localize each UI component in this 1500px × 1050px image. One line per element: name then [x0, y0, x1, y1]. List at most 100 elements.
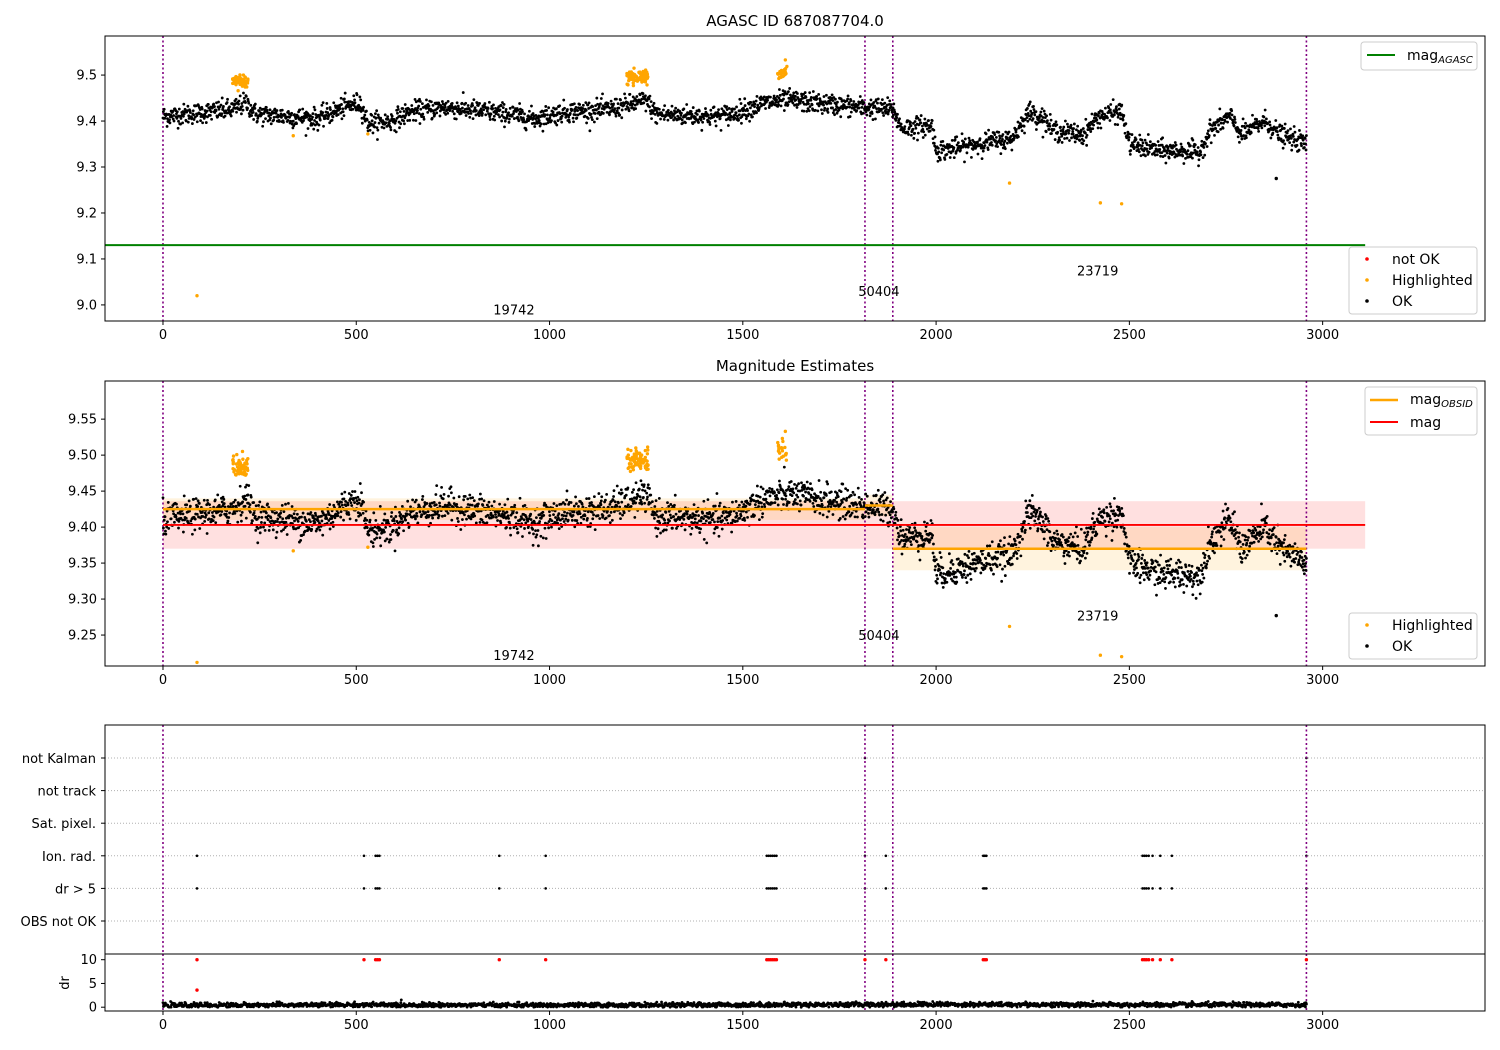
- data-point-ok: [234, 97, 238, 101]
- data-point-ok: [841, 515, 845, 518]
- data-point-ok: [917, 544, 921, 547]
- data-point-ok: [757, 505, 760, 508]
- data-point-ok: [593, 528, 597, 531]
- data-point-ok: [450, 101, 454, 105]
- data-point-ok: [784, 497, 787, 501]
- data-point-ok: [1120, 103, 1124, 107]
- data-point-ok: [403, 122, 406, 126]
- data-point-ok: [954, 575, 958, 579]
- data-point-ok: [394, 515, 398, 518]
- data-point-ok: [1097, 111, 1101, 115]
- data-point-ok: [1028, 117, 1032, 121]
- data-point-ok: [281, 517, 285, 521]
- x-tick-label: 0: [159, 328, 167, 343]
- data-point-ok: [507, 120, 511, 124]
- data-point-ok: [390, 114, 394, 118]
- data-point-ok: [1159, 154, 1162, 158]
- data-point-ok: [1071, 129, 1075, 133]
- data-point-ok: [548, 514, 552, 517]
- data-point-ok: [479, 107, 483, 111]
- data-point-ok: [1117, 107, 1121, 111]
- data-point-ok: [621, 513, 624, 517]
- data-point-ok: [286, 501, 290, 505]
- data-point-ok: [203, 519, 207, 523]
- data-point-ok: [769, 95, 772, 99]
- data-point-ok: [1180, 147, 1183, 151]
- data-point-ok: [426, 110, 430, 114]
- data-point-ok: [580, 502, 584, 506]
- data-point-ok: [725, 105, 729, 109]
- data-point-ok: [296, 519, 300, 523]
- data-point-ok: [367, 120, 371, 124]
- data-point-ok: [881, 493, 885, 497]
- data-point-ok: [327, 513, 331, 517]
- data-point-ok: [275, 109, 279, 112]
- data-point-ok: [1244, 121, 1247, 125]
- data-point-ok: [903, 125, 907, 129]
- data-point-ok: [608, 502, 612, 506]
- data-point-ok: [1003, 147, 1007, 151]
- data-point-ok: [202, 498, 206, 502]
- data-point-ok: [739, 514, 743, 518]
- data-point-ok: [666, 118, 670, 122]
- data-point-ok: [417, 112, 421, 115]
- data-point-ok: [524, 128, 528, 132]
- data-point-ok: [585, 121, 589, 125]
- data-point-ok: [1137, 150, 1141, 154]
- data-point-ok: [808, 105, 812, 108]
- data-point-ok: [1291, 132, 1295, 136]
- data-point-ok: [777, 96, 781, 100]
- data-point-ok: [1142, 149, 1146, 153]
- data-point-ok: [632, 499, 636, 503]
- data-point-ok: [384, 525, 388, 529]
- data-point-ok: [938, 568, 941, 572]
- data-point-ok: [860, 105, 864, 109]
- data-point-ok: [421, 112, 425, 116]
- data-point-ok: [1128, 132, 1131, 136]
- data-point-ok: [836, 100, 839, 104]
- data-point-ok: [476, 104, 480, 107]
- data-point-ok: [872, 494, 876, 498]
- data-point-highlighted: [645, 75, 650, 79]
- data-point-ok: [503, 119, 507, 123]
- data-point-ok: [505, 526, 508, 529]
- data-point-ok: [177, 526, 180, 530]
- data-point-highlighted: [781, 69, 786, 74]
- data-point-ok: [220, 510, 224, 513]
- data-point-ok: [1109, 103, 1113, 106]
- data-point-ok: [755, 111, 758, 115]
- data-point-ok: [730, 110, 734, 113]
- data-point-ok: [1058, 138, 1062, 142]
- data-point-ok: [1109, 111, 1113, 115]
- data-point-ok: [645, 99, 649, 102]
- data-point-ok: [354, 518, 358, 522]
- data-point-ok: [356, 495, 360, 499]
- data-point-ok: [1001, 133, 1005, 136]
- data-point-ok: [212, 515, 216, 519]
- data-point-ok: [657, 496, 661, 500]
- data-point-ok: [729, 118, 732, 122]
- data-point-ok: [238, 484, 242, 488]
- data-point-ok: [711, 512, 715, 515]
- data-point-ok: [921, 127, 925, 131]
- data-point-ok: [1050, 132, 1053, 135]
- data-point-ok: [662, 108, 665, 112]
- data-point-ok: [256, 541, 260, 545]
- data-point-ok: [809, 96, 813, 99]
- data-point-ok: [488, 115, 492, 119]
- data-point-ok: [197, 502, 201, 505]
- data-point-ok: [697, 514, 700, 517]
- data-point-ok: [429, 100, 433, 104]
- data-point-ok: [1244, 136, 1248, 140]
- data-point-ok: [200, 510, 204, 514]
- data-point-ok: [1085, 133, 1089, 137]
- data-point-ok: [825, 93, 828, 97]
- data-point-ok: [441, 514, 444, 518]
- data-point-ok: [254, 528, 258, 532]
- data-point-ok: [809, 493, 813, 497]
- data-point-ok: [213, 498, 217, 502]
- data-point-ok: [826, 110, 830, 114]
- data-point-ok: [163, 515, 167, 519]
- data-point-ok: [399, 122, 403, 126]
- data-point-ok: [670, 104, 674, 108]
